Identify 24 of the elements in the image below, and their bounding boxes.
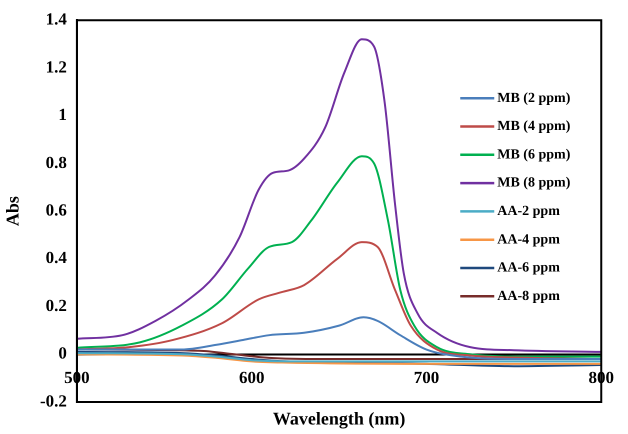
y-tick-label: 1.4 [46,10,68,29]
y-axis-title: Abs [2,196,23,226]
y-tick-label: 0.6 [46,200,67,220]
legend-label: MB (8 ppm) [497,176,571,191]
legend-label: MB (2 ppm) [497,90,571,106]
x-axis-title: Wavelength (nm) [272,408,406,429]
legend-label: AA-8 ppm [497,288,560,304]
legend-label: AA-6 ppm [497,260,560,276]
line-series [76,38,602,353]
line-series [76,316,602,360]
legend-label: AA-4 ppm [497,232,560,248]
legend-label: AA-2 ppm [497,204,560,220]
y-tick-label: 0.2 [46,296,67,315]
x-tick-label: 700 [414,368,440,387]
line-series [76,352,602,362]
x-tick-label: 600 [238,368,264,387]
y-tick-label: 0 [58,344,67,363]
y-tick-label: 1 [58,105,67,124]
legend-label: MB (6 ppm) [497,147,571,162]
y-tick-label: 0.4 [46,248,68,268]
legend-label: MB (4 ppm) [497,119,571,134]
y-tick-label: -0.2 [40,391,67,410]
y-tick-label: 1.2 [46,57,67,76]
y-tick-label: 0.8 [46,152,67,172]
